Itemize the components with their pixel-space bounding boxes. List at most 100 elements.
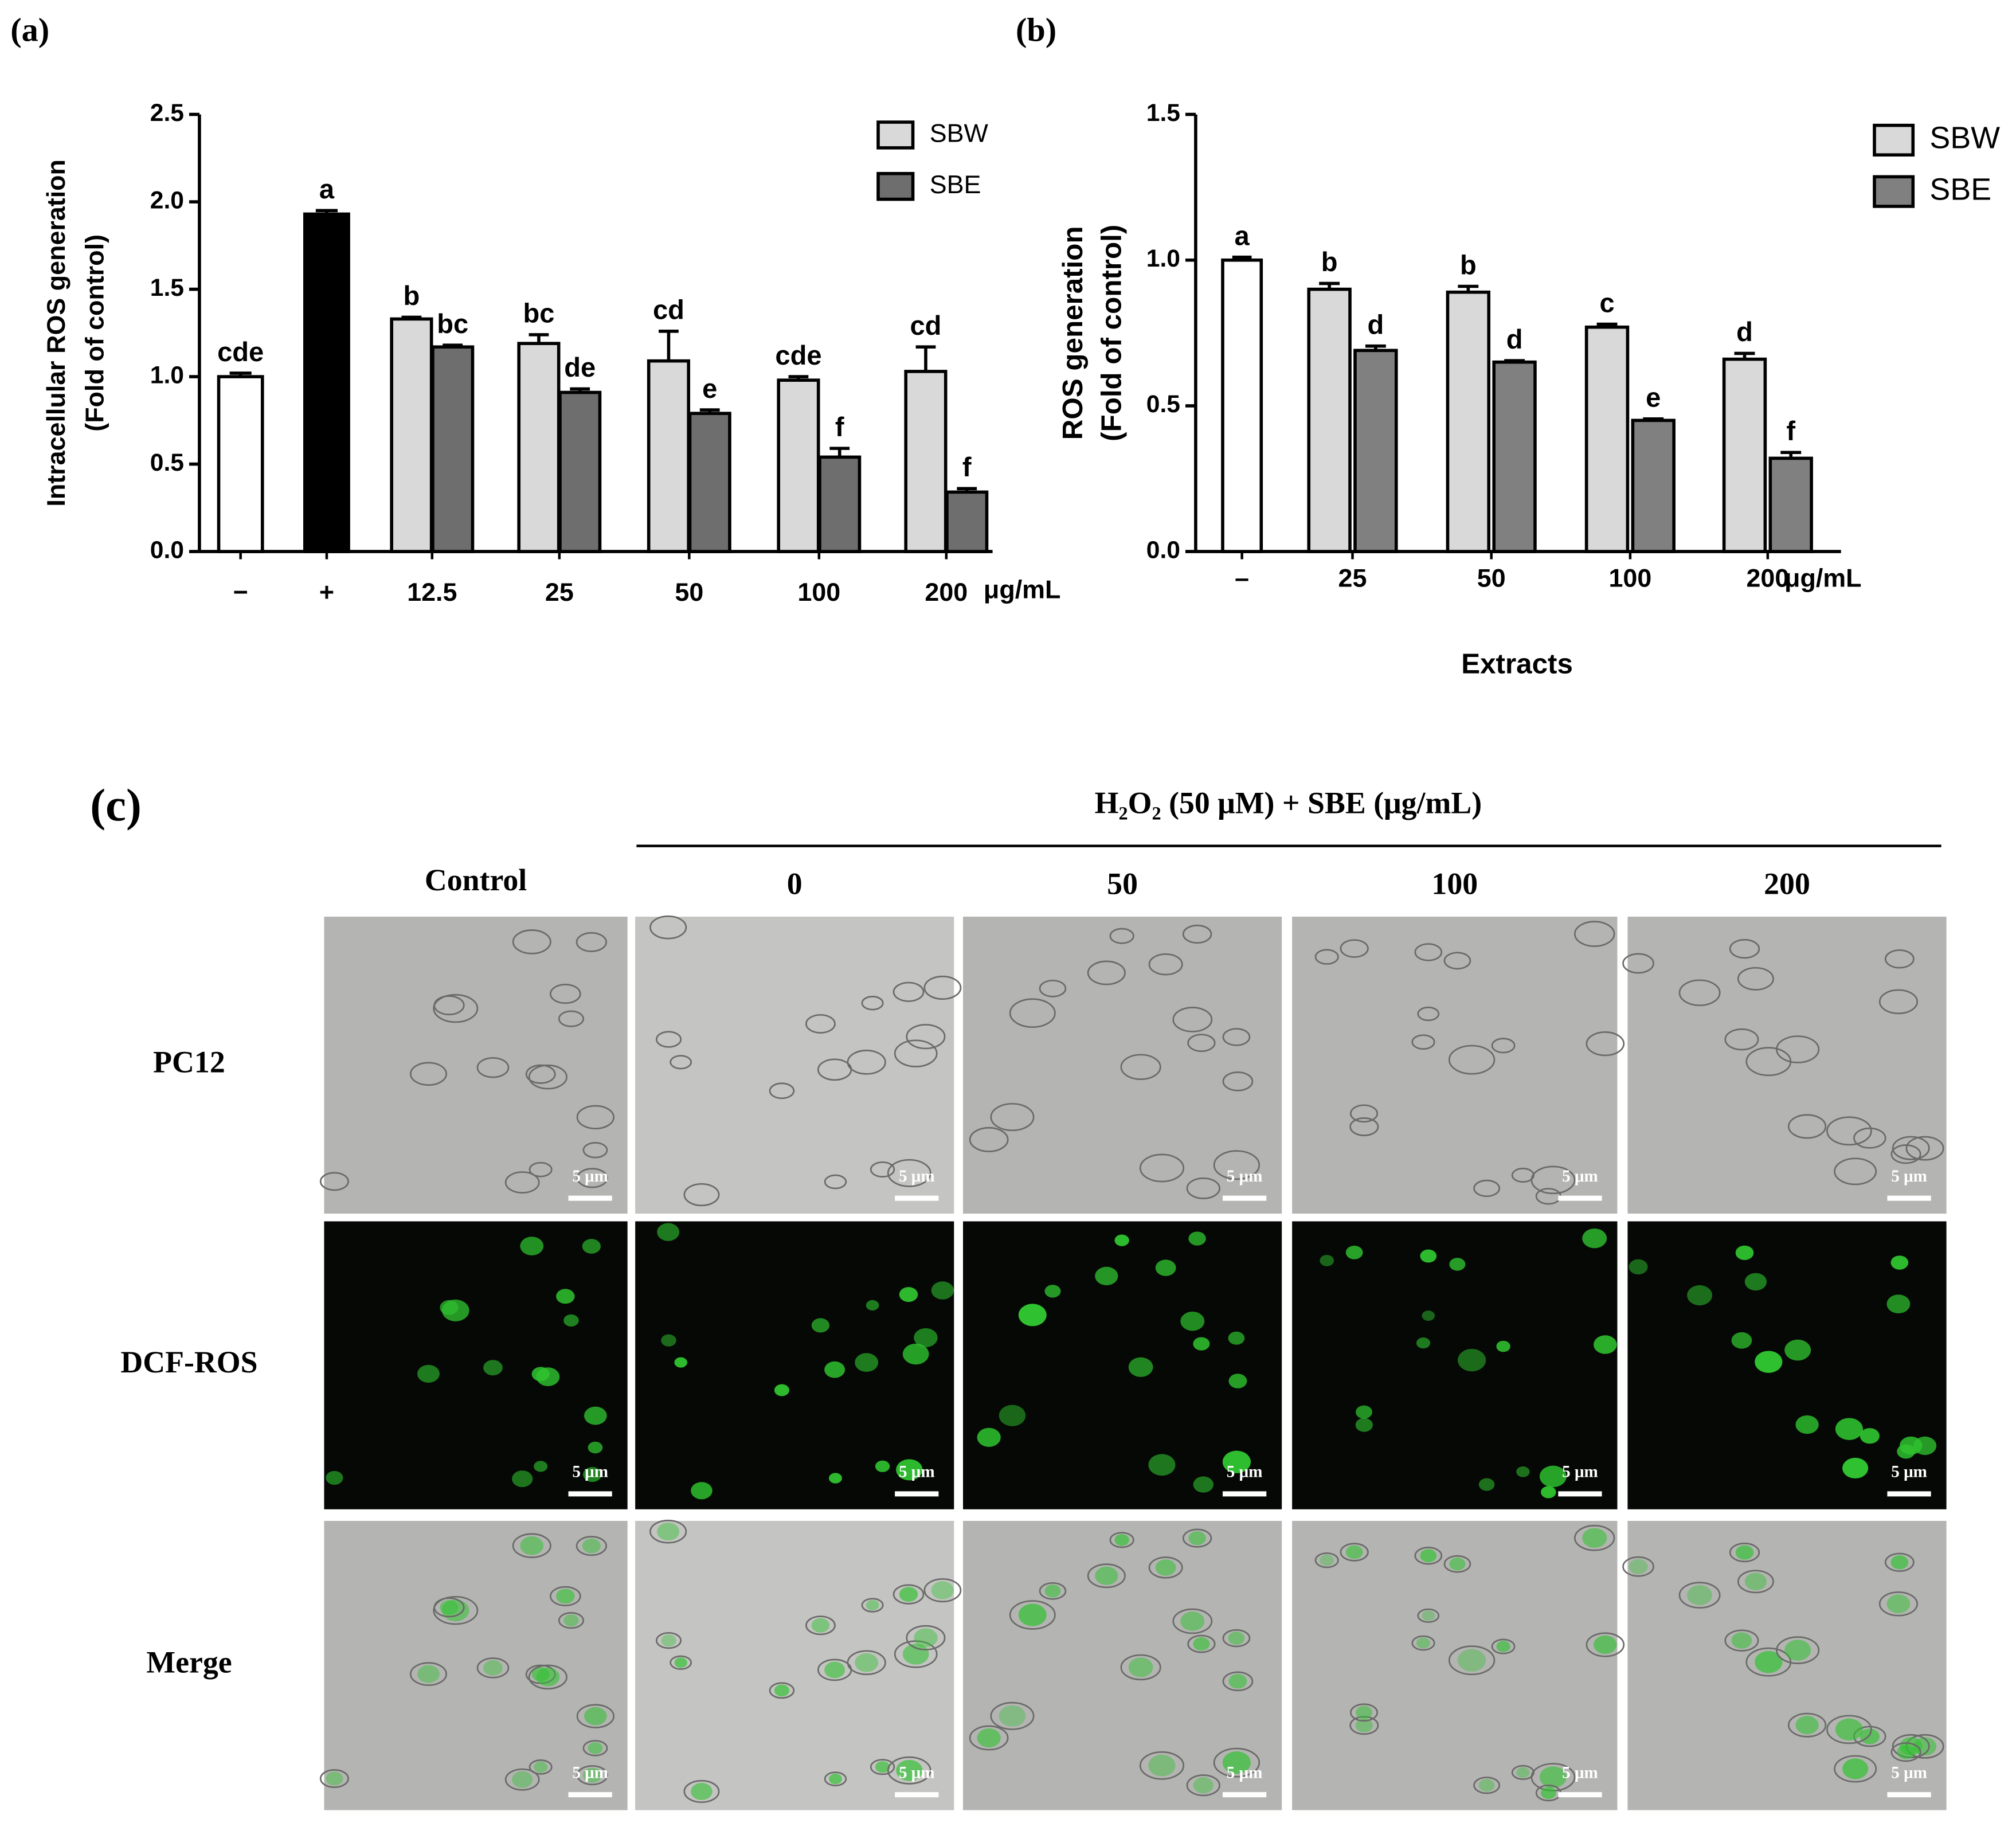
cell [769,1682,795,1699]
cell [894,1640,938,1668]
fluorescent-cell [1355,1718,1373,1732]
cell [1878,989,1919,1015]
fluorescent-cell [1795,1716,1819,1735]
fluorescent-cell [1222,1751,1251,1774]
cell [550,1586,581,1606]
legend-label: SBE [930,170,981,199]
fluorescent-cell [1539,1465,1567,1488]
fluorescent-cell [896,1759,923,1781]
significance-letter: d [1736,316,1753,347]
cell [655,1632,682,1649]
fluorescent-cell [1018,1603,1047,1626]
significance-letter: d [1506,324,1523,354]
cell [1139,1153,1185,1183]
fluorescent-cell [866,1300,879,1310]
fluorescent-cell [1422,1610,1435,1621]
cell [655,1031,682,1048]
fluorescent-cell [536,1668,560,1687]
cell [476,1657,510,1679]
fluorescent-cell [1897,1744,1915,1759]
cell [1039,979,1067,997]
cell [528,1064,567,1090]
fluorescent-cell [483,1360,503,1376]
fluorescent-cell [824,1661,845,1679]
cell [1678,979,1721,1007]
legend-label: SBE [1929,172,1991,206]
fluorescent-cell [1018,1304,1047,1327]
cell [1009,998,1056,1028]
cell [433,1595,479,1625]
fluorescent-cell [931,1581,954,1599]
y-tick-label: 0.5 [150,449,184,476]
cell [990,1701,1035,1730]
fluorescent-cell [1594,1335,1617,1354]
cell [1834,1755,1877,1783]
fluorescent-cell [1731,1632,1752,1649]
cell [870,1161,895,1178]
fluorescent-cell [1449,1557,1466,1571]
fluorescent-cell [1735,1245,1754,1261]
cell [1340,1543,1369,1562]
x-axis-label: Extracts [1461,648,1573,680]
cell [683,1779,720,1804]
fluorescent-cell [1228,1632,1245,1645]
fluorescent-cell [1416,1337,1431,1349]
fluorescent-cell [899,1287,918,1302]
row-label: DCF-ROS [120,1345,257,1379]
y-axis-label: ROS generation [1057,226,1089,440]
panel-label: (c) [90,780,142,831]
significance-letter: cd [910,310,941,341]
fluorescent-cell [534,1761,548,1773]
fluorescent-cell [811,1318,830,1333]
fluorescent-cell [1478,1478,1495,1491]
cell [1729,938,1760,959]
fluorescent-cell [1044,1585,1061,1598]
cell [433,993,479,1023]
cell [1826,1715,1872,1744]
fluorescent-cell [1629,1559,1648,1574]
fluorescent-cell [1784,1339,1811,1361]
fluorescent-cell [1687,1285,1713,1306]
cell [529,1759,553,1775]
significance-letter: d [1367,310,1384,340]
cell [861,996,884,1011]
cell [576,1536,607,1556]
fluorescent-cell [556,1589,575,1604]
cell [1186,1774,1220,1797]
micrograph [1627,1221,1947,1509]
cell [504,1171,540,1194]
cell [1222,1071,1254,1092]
bar [1221,258,1263,553]
cell [1087,960,1126,985]
fluorescent-cell [875,1761,890,1773]
y-tick-label: 2.5 [150,99,184,127]
cell [1213,1747,1261,1778]
fluorescent-cell [1356,1705,1373,1719]
fluorescent-cell [534,1461,548,1472]
significance-letter: cd [653,295,684,325]
fluorescent-cell [657,1223,680,1241]
scale-bar-label: 5 μm [1891,1167,1927,1186]
cell [1776,1035,1820,1063]
cell [1622,953,1654,974]
bar [904,370,948,553]
fluorescent-cell [520,1237,544,1255]
fluorescent-cell [1835,1418,1863,1440]
x-tick-label: 25 [1338,563,1367,592]
cell [1892,1136,1930,1160]
micrograph [1292,916,1618,1214]
fluorescent-cell [999,1405,1026,1426]
micrograph [635,1221,954,1509]
fluorescent-cell [1458,1649,1486,1672]
fluorescent-cell [1784,1640,1811,1661]
cell [577,1168,608,1188]
fluorescent-cell [1886,1594,1911,1614]
fluorescent-cell [1541,1486,1556,1499]
fluorescent-cell [440,1300,459,1315]
cell [1417,1608,1440,1623]
cell [1350,1104,1379,1123]
cell [1884,1552,1915,1572]
scale-bar-label: 5 μm [572,1463,608,1481]
x-tick-label: − [233,577,248,607]
